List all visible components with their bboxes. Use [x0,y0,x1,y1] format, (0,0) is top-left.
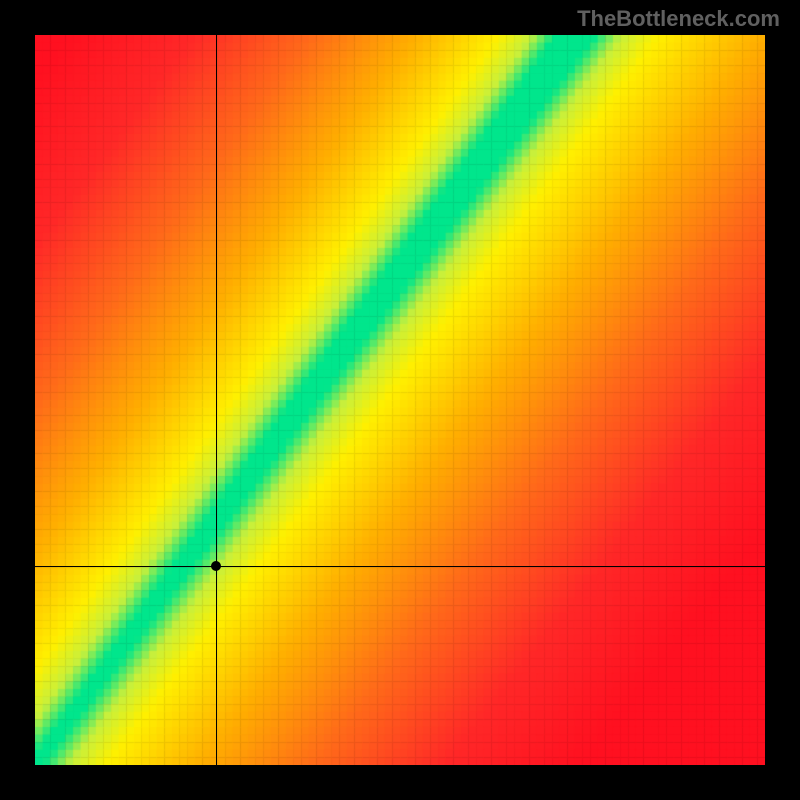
heatmap-canvas [35,35,765,765]
crosshair-vertical [216,35,217,765]
crosshair-marker [211,561,221,571]
crosshair-horizontal [35,566,765,567]
plot-area [35,35,765,765]
watermark-text: TheBottleneck.com [577,6,780,32]
chart-container: TheBottleneck.com [0,0,800,800]
